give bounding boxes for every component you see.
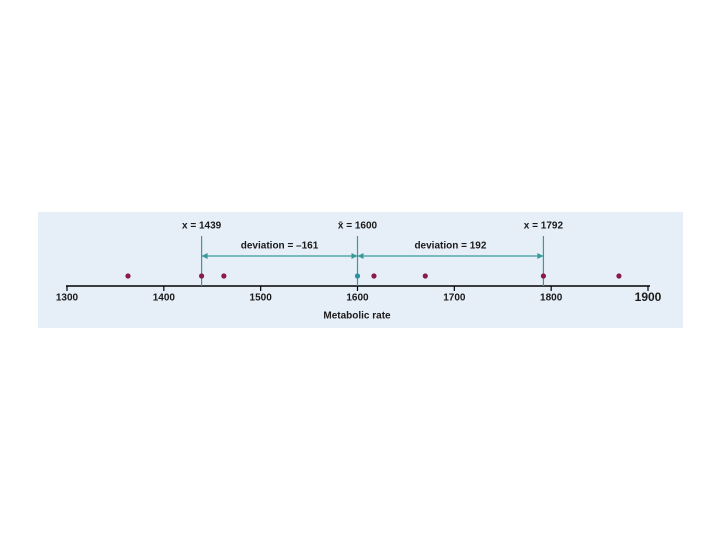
data-point xyxy=(371,273,377,279)
deviation-label: deviation = 192 xyxy=(414,241,486,252)
arrow-head xyxy=(357,253,364,259)
x-tick-label: 1900 xyxy=(635,290,662,304)
x-tick-label: 1700 xyxy=(443,293,466,304)
data-point xyxy=(198,273,205,279)
mean-label: x̄ = 1600 xyxy=(338,221,378,232)
x-tick-label: 1800 xyxy=(540,293,563,304)
data-point xyxy=(616,273,622,279)
marker-label: x = 1792 xyxy=(524,221,564,232)
x-tick-label: 1400 xyxy=(153,293,176,304)
data-point xyxy=(540,273,547,279)
marker-label: x = 1439 xyxy=(182,221,222,232)
arrow-head xyxy=(351,253,358,259)
arrow-head xyxy=(537,253,544,259)
x-axis-label: Metabolic rate xyxy=(323,311,391,322)
x-tick-label: 1600 xyxy=(346,293,369,304)
deviation-label: deviation = –161 xyxy=(241,241,319,252)
panel xyxy=(38,212,683,328)
x-tick-label: 1500 xyxy=(250,293,273,304)
x-tick-label: 1300 xyxy=(56,293,79,304)
mean-point xyxy=(354,273,361,279)
data-point xyxy=(125,273,131,279)
data-point xyxy=(422,273,428,279)
data-point xyxy=(221,273,227,279)
arrow-head xyxy=(201,253,208,259)
